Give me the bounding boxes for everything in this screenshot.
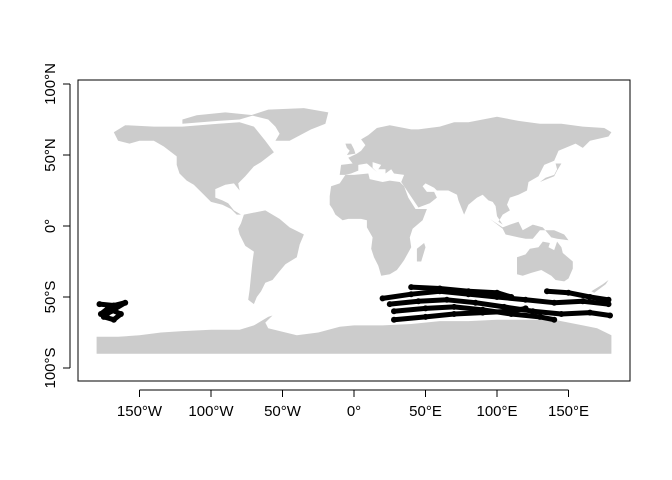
track-point bbox=[536, 313, 543, 320]
track-point bbox=[544, 288, 550, 295]
land-basemap bbox=[96, 108, 612, 354]
y-tick-label: 100°S bbox=[42, 347, 59, 388]
track-point bbox=[587, 294, 593, 300]
track-point bbox=[565, 289, 572, 296]
track-point bbox=[105, 305, 111, 312]
track-point bbox=[96, 301, 103, 308]
track-line bbox=[544, 288, 611, 303]
x-tick-label: 100°W bbox=[188, 403, 234, 420]
track-point bbox=[391, 316, 397, 323]
track-point bbox=[479, 309, 486, 316]
track-point bbox=[117, 311, 124, 317]
track-point bbox=[551, 316, 558, 323]
track-point bbox=[465, 288, 472, 295]
track-point bbox=[97, 311, 104, 317]
plot-frame bbox=[77, 79, 631, 382]
x-tick-label: 100°E bbox=[476, 403, 517, 420]
track-point bbox=[451, 311, 458, 317]
track-point bbox=[422, 305, 429, 312]
track-point bbox=[391, 308, 397, 315]
land-australia bbox=[517, 241, 573, 282]
land-uk bbox=[345, 143, 356, 155]
track-point bbox=[587, 309, 593, 316]
track-point bbox=[122, 299, 129, 306]
track-point bbox=[408, 284, 415, 291]
y-tick-label: 50°N bbox=[42, 138, 59, 172]
track-point bbox=[436, 285, 443, 292]
animal-tracks bbox=[96, 284, 613, 323]
track-point bbox=[415, 298, 422, 305]
y-tick-label: 100°N bbox=[42, 63, 59, 105]
track-point bbox=[607, 312, 613, 319]
land-indonesia bbox=[489, 218, 569, 241]
x-tick-label: 150°W bbox=[117, 403, 163, 420]
y-tick-label: 0° bbox=[42, 219, 59, 233]
track-point bbox=[386, 301, 393, 308]
land-japan bbox=[539, 163, 562, 182]
track-point bbox=[443, 296, 450, 303]
land-europe-asia bbox=[339, 116, 612, 225]
track-point bbox=[605, 301, 612, 308]
land-new-zealand bbox=[591, 280, 609, 293]
x-tick-label: 150°E bbox=[548, 403, 589, 420]
track-point bbox=[551, 299, 558, 306]
x-tick-label: 50°E bbox=[409, 403, 442, 420]
y-tick-label: 50°S bbox=[42, 281, 59, 314]
track-point bbox=[579, 298, 586, 305]
x-axis: 150°W 100°W 50°W 0° 50°E 100°E 150°E bbox=[117, 389, 589, 420]
track-point bbox=[508, 308, 515, 315]
land-canada-islands bbox=[182, 112, 254, 124]
y-axis: 100°N 50°N 0° 50°S 100°S bbox=[42, 63, 71, 389]
track-point bbox=[451, 303, 458, 310]
track-point bbox=[494, 289, 500, 296]
track-point bbox=[110, 316, 117, 323]
land-north-america bbox=[113, 122, 274, 215]
land-africa bbox=[329, 173, 427, 276]
track-point bbox=[501, 303, 508, 310]
track-point bbox=[379, 295, 386, 302]
track-point bbox=[110, 302, 117, 309]
land-greenland bbox=[251, 108, 329, 141]
track-point bbox=[522, 305, 529, 312]
track-point bbox=[558, 311, 565, 317]
track-point bbox=[422, 313, 429, 320]
x-tick-label: 0° bbox=[347, 403, 361, 420]
track-point bbox=[508, 294, 515, 300]
track-point bbox=[522, 296, 529, 303]
land-south-america bbox=[238, 210, 304, 305]
track-point bbox=[472, 299, 479, 306]
track-point bbox=[529, 308, 536, 315]
track-point bbox=[605, 296, 612, 303]
land-antarctica bbox=[96, 315, 612, 354]
x-tick-label: 50°W bbox=[264, 403, 302, 420]
track-point bbox=[408, 291, 415, 298]
land-madagascar bbox=[416, 243, 426, 262]
